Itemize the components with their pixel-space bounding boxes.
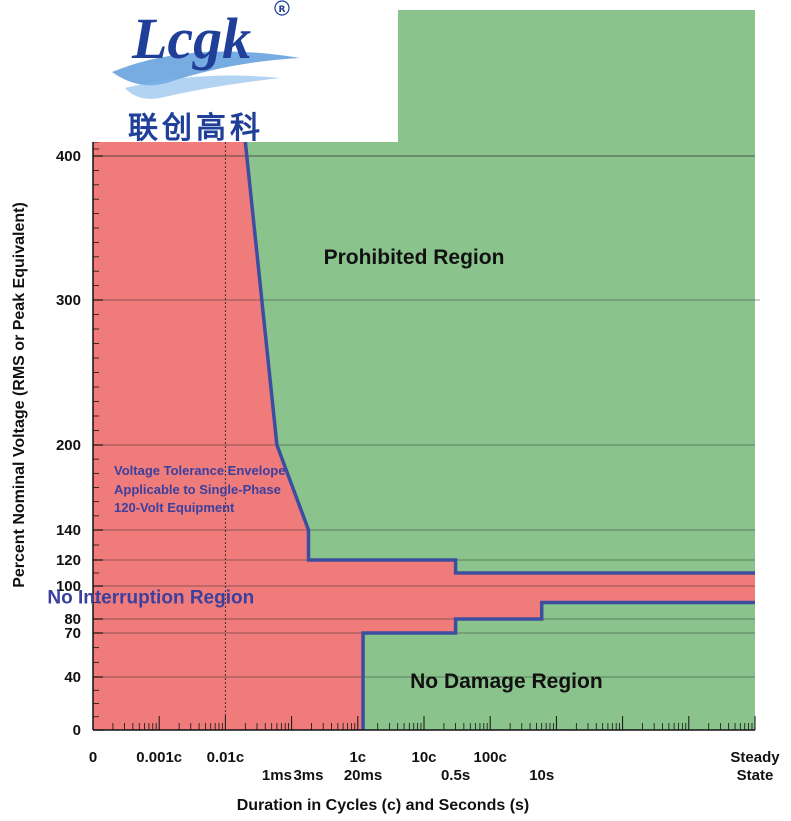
y-tick-label-80: 80 (64, 611, 81, 628)
x-tick-label-bottom: 3ms (293, 767, 323, 784)
upper-envelope-line (243, 141, 755, 575)
x-tick-label-bottom: 0.5s (441, 767, 470, 784)
logo-chinese-name: 联创高科 (128, 111, 264, 146)
no-interruption-region-area (93, 142, 755, 730)
registered-mark: R (279, 5, 286, 15)
x-tick-label-top: 10c (411, 749, 436, 766)
annotation-line-1: Voltage Tolerance Envelope (114, 463, 285, 478)
x-tick-label-top: 100c (474, 749, 507, 766)
y-tick-label-0: 0 (73, 722, 81, 739)
annotation-line-3: 120-Volt Equipment (114, 500, 235, 515)
minor-ticks (93, 141, 753, 731)
x-axis-title: Duration in Cycles (c) and Seconds (s) (237, 797, 530, 814)
no-damage-region-label: No Damage Region (410, 670, 603, 693)
annotation-line-2: Applicable to Single-Phase (114, 482, 281, 497)
y-tick-label-70: 70 (64, 625, 81, 642)
logo-swoosh-icon (112, 51, 300, 86)
x-tick-label-top: 0.001c (136, 749, 182, 766)
registered-mark-icon (274, 0, 290, 16)
y-tick-label-200: 200 (56, 437, 81, 454)
y-tick-label-120: 120 (56, 552, 81, 569)
prohibited-region-label: Prohibited Region (324, 246, 505, 269)
no-damage-region-area (363, 602, 755, 730)
y-axis-title: Percent Nominal Voltage (RMS or Peak Equ… (11, 202, 28, 588)
x-tick-labels: 0 0.001c 0.01c 1c 10c 100c Steady 1ms 3ms 20ms 0.5… (89, 749, 780, 784)
lower-envelope-line (361, 600, 755, 730)
logo-swoosh-lower-icon (125, 75, 280, 99)
x-tick-label-top: 0.01c (207, 749, 245, 766)
logo-wordmark: Lcgk (131, 6, 251, 71)
y-tick-label-140: 140 (56, 522, 81, 539)
x-tick-label-top: Steady (730, 749, 780, 766)
y-tick-label-400: 400 (56, 148, 81, 165)
y-tick-label-300: 300 (56, 292, 81, 309)
y-tick-label-40: 40 (64, 669, 81, 686)
logo: Lcgk R 联创高科 (93, 0, 398, 146)
x-tick-label-bottom: 1ms (262, 767, 292, 784)
x-tick-label-bottom: 10s (529, 767, 554, 784)
x-tick-label-top: 0 (89, 749, 97, 766)
x-tick-label-bottom: 20ms (344, 767, 382, 784)
y-tick-label-100: 100 (56, 578, 81, 595)
no-interruption-region-label: No Interruption Region (47, 588, 254, 609)
x-tick-label-top: 1c (349, 749, 366, 766)
x-tick-label-bottom: State (737, 767, 774, 784)
